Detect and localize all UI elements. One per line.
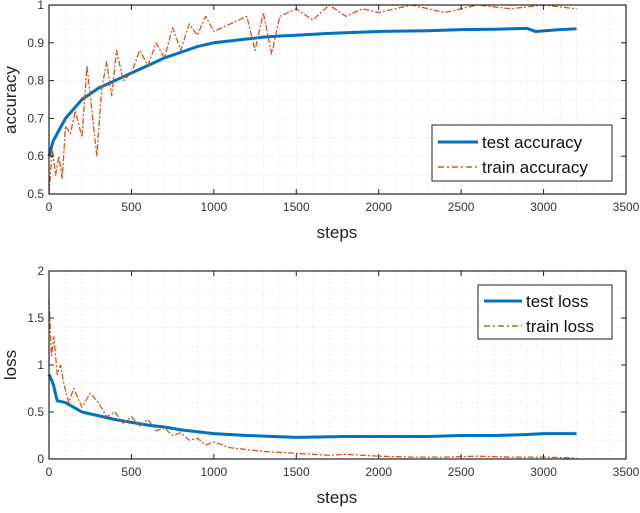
x-tick-label: 2000 [365, 465, 392, 479]
y-tick-label: 0.9 [27, 36, 44, 50]
series-train-loss [48, 299, 577, 459]
x-axis-label: steps [317, 223, 358, 242]
x-tick-label: 2000 [365, 200, 392, 214]
x-tick-label: 0 [46, 465, 53, 479]
x-tick-label: 2500 [448, 200, 475, 214]
legend: test loss train loss [477, 284, 613, 340]
y-tick-label: 0.7 [27, 111, 44, 125]
y-tick-label: 2 [37, 264, 44, 278]
series-test-accuracy [47, 26, 577, 157]
x-tick-label: 500 [121, 200, 141, 214]
legend-label-train: train loss [526, 317, 594, 336]
axes-box [48, 4, 627, 195]
x-tick-label: 1500 [283, 200, 310, 214]
y-axis-label: accuracy [1, 65, 20, 134]
x-tick-label: 3500 [613, 200, 640, 214]
y-tick-label: 0.5 [27, 405, 44, 419]
series-train-accuracy [48, 4, 577, 195]
x-tick-label: 3000 [530, 465, 557, 479]
x-tick-label: 1000 [201, 200, 228, 214]
x-tick-label: 3000 [530, 200, 557, 214]
loss-plot: 0 500 1000 1500 2000 2500 3000 3500 0 0.5 1 1.5 2 st… [1, 264, 640, 507]
y-tick-label: 0.5 [27, 187, 44, 201]
legend-label-test: test loss [526, 292, 588, 311]
y-tick-label: 1.5 [27, 311, 44, 325]
y-tick-label: 0.8 [27, 74, 44, 88]
series-test-loss [47, 373, 577, 439]
legend-label-train: train accuracy [482, 158, 588, 177]
y-axis-label: loss [1, 350, 20, 380]
x-axis-label: steps [317, 488, 358, 507]
legend: test accuracy train accuracy [431, 124, 613, 182]
x-tick-label: 0 [46, 200, 53, 214]
legend-label-test: test accuracy [482, 133, 583, 152]
x-tick-label: 2500 [448, 465, 475, 479]
y-tick-label: 1 [37, 0, 44, 12]
x-tick-label: 3500 [613, 465, 640, 479]
y-tick-label: 1 [37, 358, 44, 372]
x-tick-label: 500 [121, 465, 141, 479]
accuracy-plot: 0 500 1000 1500 2000 2500 3000 3500 0.5 0.6 0.7 0.8… [1, 0, 640, 242]
x-tick-label: 1000 [201, 465, 228, 479]
x-tick-label: 1500 [283, 465, 310, 479]
y-tick-label: 0 [37, 452, 44, 466]
y-tick-label: 0.6 [27, 149, 44, 163]
